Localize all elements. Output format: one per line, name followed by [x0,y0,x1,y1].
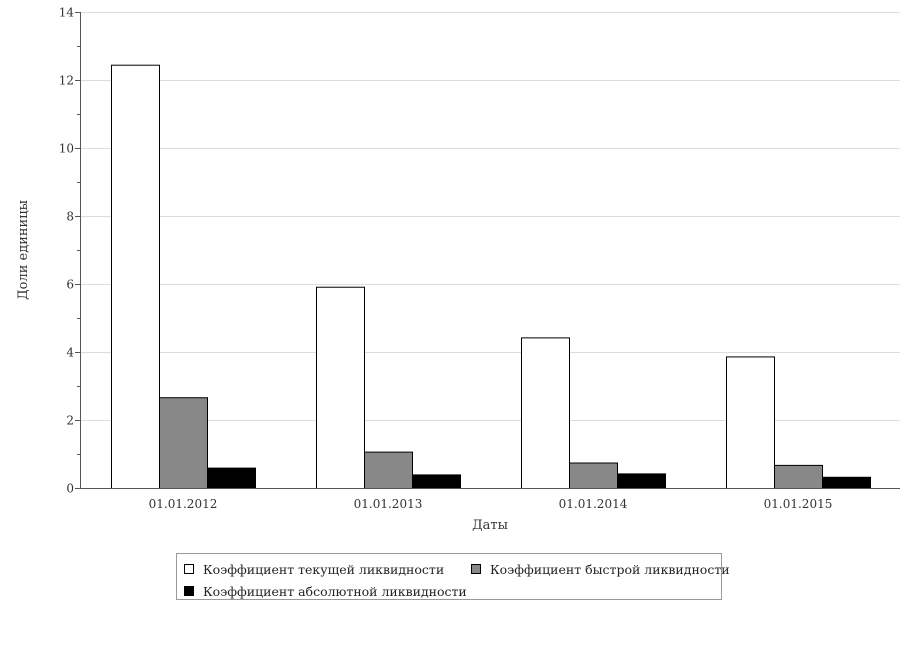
x-tick-label: 01.01.2012 [149,497,218,511]
bar-quick-liquidity [159,397,208,489]
y-tick-label: 4 [66,346,74,360]
legend-item-current: Коэффициент текущей ликвидности [184,561,444,577]
x-axis-title: Даты [472,518,508,533]
legend-item-absolute: Коэффициент абсолютной ликвидности [184,583,467,599]
bar-absolute-liquidity [617,473,666,490]
y-tick-label: 12 [59,74,74,88]
bar-absolute-liquidity [207,467,256,490]
y-tick-label: 10 [59,142,74,156]
legend-swatch-quick [471,564,481,574]
legend-swatch-absolute [184,586,194,596]
bar-quick-liquidity [569,462,618,489]
bar-current-liquidity [316,286,365,489]
bar-current-liquidity [111,64,160,489]
bars [111,64,871,490]
y-tick-label: 14 [59,6,75,20]
legend-swatch-current [184,564,194,574]
x-tick-label: 01.01.2014 [559,497,628,511]
bar-quick-liquidity [364,451,413,489]
y-tick-label: 2 [66,414,74,428]
legend: Коэффициент текущей ликвидности Коэффици… [176,553,730,600]
bar-current-liquidity [726,356,775,490]
legend-item-quick: Коэффициент быстрой ликвидности [471,561,730,577]
bar-current-liquidity [521,337,570,489]
y-tick-label: 8 [66,210,74,224]
legend-label-absolute: Коэффициент абсолютной ликвидности [203,583,467,599]
y-tick-label: 0 [66,482,74,496]
bar-absolute-liquidity [412,474,461,489]
bar-quick-liquidity [774,464,823,490]
tick-labels: 0 2 4 6 8 10 12 14 01.01.2012 01.01.2013 01.01.201… [59,6,833,512]
y-tick-label: 6 [66,278,74,292]
x-tick-label: 01.01.2013 [354,497,423,511]
grid-lines [80,12,900,421]
legend-label-quick: Коэффициент быстрой ликвидности [490,561,730,577]
axes [75,12,900,489]
y-axis-title: Доли единицы [16,200,31,300]
bar-absolute-liquidity [822,476,871,489]
x-tick-label: 01.01.2015 [764,497,833,511]
legend-label-current: Коэффициент текущей ликвидности [203,561,445,577]
